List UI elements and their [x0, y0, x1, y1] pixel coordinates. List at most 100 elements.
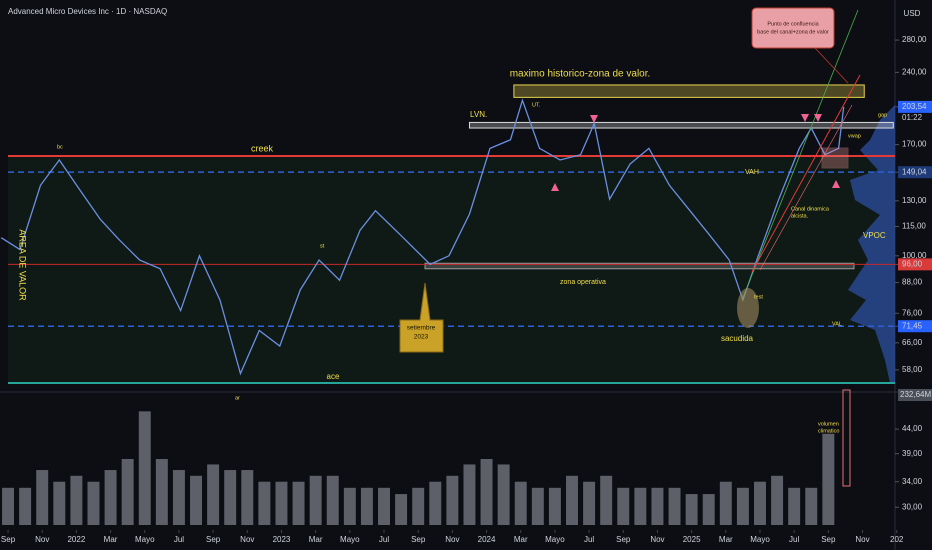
- annotation: ace: [327, 372, 340, 381]
- marker: [801, 114, 809, 122]
- x-tick-label: 2023: [273, 535, 291, 544]
- volume-bar: [53, 481, 66, 525]
- volume-tick-label: 39,00: [902, 449, 923, 458]
- volume-bar: [600, 475, 613, 525]
- annotation: setiembre: [407, 325, 436, 332]
- y-tick-label: 96,00: [902, 259, 923, 268]
- vwap-box: [821, 147, 849, 169]
- volume-label-box: [898, 389, 932, 401]
- volume-bar: [19, 487, 32, 525]
- x-tick-label: Sep: [821, 535, 836, 544]
- x-tick-label: Mar: [514, 535, 528, 544]
- marker: [814, 114, 822, 122]
- volume-tick-label: 44,00: [902, 424, 923, 433]
- x-tick-label: Jul: [174, 535, 184, 544]
- callout: [399, 282, 444, 353]
- volume-bar: [719, 481, 732, 525]
- volume-bar: [771, 475, 784, 525]
- annotation: 2023: [414, 334, 429, 341]
- y-tick-label: 100,00: [902, 251, 927, 260]
- annotation: creek: [251, 143, 274, 153]
- volume-bar: [309, 475, 322, 525]
- callout: [751, 7, 835, 49]
- volume-bar: [138, 411, 151, 525]
- x-tick-label: Jul: [379, 535, 389, 544]
- price-label-box: [898, 320, 932, 333]
- value-area-background: [8, 156, 895, 383]
- annotation: UT.: [532, 102, 541, 108]
- price-label-box: [898, 100, 932, 113]
- x-tick-label: Mar: [104, 535, 118, 544]
- annotation: zona operativa: [560, 279, 606, 286]
- annotation: alcista.: [791, 213, 809, 219]
- channel-line: [759, 104, 853, 271]
- volume-bar: [668, 487, 681, 525]
- x-tick-label: Sep: [411, 535, 426, 544]
- callout-pointer: [814, 47, 849, 84]
- zone: [468, 121, 894, 129]
- volume-bar: [617, 487, 630, 525]
- volume-bar: [685, 494, 698, 525]
- volume-bar: [651, 487, 664, 525]
- annotation: sacudida: [721, 334, 754, 343]
- volume-bar: [36, 470, 49, 525]
- volume-bar: [292, 481, 305, 525]
- volume-bar: [822, 433, 835, 525]
- marker: [551, 183, 559, 191]
- annotation: Punto de confluencia: [767, 21, 819, 27]
- volume-last-label: 232,64M: [900, 390, 931, 399]
- volume-bar: [326, 475, 339, 525]
- price-line: [0, 98, 845, 376]
- price-label-box: [898, 166, 932, 179]
- volume-bar: [258, 481, 271, 525]
- plot: Sep Nov 2022 Mar Mayo Jul Sep Nov 2023 Mar Mayo Jul…: [0, 35, 932, 544]
- y-tick-label: 88,00: [902, 278, 923, 287]
- annotation: climatico: [818, 428, 839, 434]
- x-tick-label: Nov: [240, 535, 254, 544]
- volume-profile: [848, 105, 895, 383]
- marker: [832, 180, 840, 188]
- channel-line: [751, 74, 861, 273]
- volume-bar: [2, 487, 15, 525]
- volume-bar: [548, 487, 561, 525]
- volume-tick-label: 34,00: [902, 477, 923, 486]
- volume-bar: [190, 475, 203, 525]
- y-tick-label: 130,00: [902, 196, 927, 205]
- volume-bar: [702, 494, 715, 525]
- annotation: ar: [235, 395, 240, 401]
- volume-bar: [87, 481, 100, 525]
- x-tick-label: Mayo: [545, 535, 565, 544]
- y-tick-label: 58,00: [902, 365, 923, 374]
- x-tick-label: Nov: [445, 535, 459, 544]
- annotation: VAL: [832, 321, 842, 327]
- volume-bar: [224, 470, 237, 525]
- volume-bar: [121, 459, 134, 525]
- x-tick-label: Nov: [650, 535, 664, 544]
- y-tick-label: 66,00: [902, 338, 923, 347]
- volume-bar: [104, 470, 117, 525]
- y-tick-label: 115,00: [902, 222, 926, 231]
- y-tick-label: 76,00: [902, 308, 923, 317]
- chart-title: Advanced Micro Devices Inc · 1D · NASDAQ: [8, 7, 167, 16]
- x-tick-label: 2025: [683, 535, 701, 544]
- volume-bar: [566, 475, 578, 525]
- volume-bar: [788, 487, 801, 525]
- x-tick-label: Nov: [855, 535, 869, 544]
- shakeout-circle: [737, 288, 759, 328]
- annotation: volumen: [818, 421, 839, 427]
- countdown: 01:22: [902, 113, 923, 122]
- y-tick-label: 203,54: [902, 102, 927, 111]
- x-tick-label: Sep: [1, 535, 16, 544]
- x-tick-label: Sep: [616, 535, 631, 544]
- x-tick-label: Mayo: [750, 535, 770, 544]
- y-tick-label: 170,00: [902, 140, 927, 149]
- channel-line: [741, 9, 859, 301]
- annotation: st: [320, 243, 325, 249]
- annotation: Canal dinamica: [791, 206, 830, 212]
- volume-bar: [634, 487, 647, 525]
- x-tick-label: Nov: [35, 535, 49, 544]
- annotation: bc: [57, 144, 63, 150]
- price-label-box: [898, 258, 932, 271]
- x-tick-label: Mar: [309, 535, 323, 544]
